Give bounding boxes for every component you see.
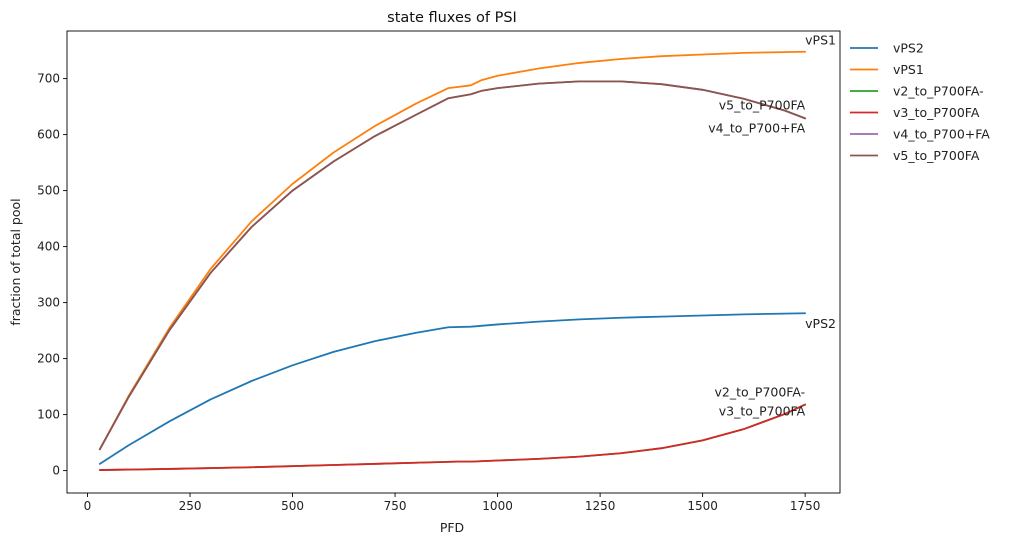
series-end-label: vPS2 [805, 316, 836, 331]
plot-frame [66, 30, 841, 494]
x-tick-label: 1500 [687, 499, 718, 513]
y-tick-label: 700 [37, 72, 60, 86]
series-line-1 [98, 50, 807, 451]
y-tick-label: 600 [37, 128, 60, 142]
x-axis-label: PFD [440, 520, 464, 535]
series-line-2 [98, 403, 807, 471]
x-tick-label: 500 [281, 499, 304, 513]
series-line-3 [98, 403, 807, 471]
y-tick-label: 300 [37, 296, 60, 310]
legend-entry: v5_to_P700FA [893, 148, 980, 163]
legend-entry: v2_to_P700FA- [893, 84, 984, 99]
legend-entry: vPS1 [893, 62, 924, 77]
legend-entry: vPS2 [893, 41, 924, 56]
chart-title: state fluxes of PSI [387, 10, 517, 26]
x-tick-label: 0 [84, 499, 92, 513]
x-tick-label: 750 [384, 499, 407, 513]
y-tick-label: 500 [37, 184, 60, 198]
series-end-label: v4_to_P700+FA [708, 120, 805, 135]
plot-area: 0 250 500 750 1000 1250 1500 1750 0 100 200 300 400 5… [37, 30, 841, 513]
legend-entry: v3_to_P700FA [893, 105, 980, 120]
series-end-label: v3_to_P700FA [719, 404, 806, 419]
series-end-label: v5_to_P700FA [719, 97, 806, 112]
series-line-5 [98, 80, 807, 451]
x-tick-label: 1250 [585, 499, 616, 513]
series-line-0 [98, 312, 807, 465]
x-tick-label: 1000 [482, 499, 513, 513]
y-tick-label: 0 [52, 464, 60, 478]
y-axis-label: fraction of total pool [8, 198, 23, 325]
x-tick-label: 1750 [790, 499, 821, 513]
series-end-label: v2_to_P700FA- [715, 385, 806, 400]
x-tick-label: 250 [179, 499, 202, 513]
legend-entry: v4_to_P700+FA [893, 127, 990, 142]
y-tick-label: 100 [37, 408, 60, 422]
y-tick-label: 200 [37, 352, 60, 366]
series-line-4 [98, 80, 807, 451]
series-end-label: vPS1 [805, 33, 836, 48]
y-tick-label: 400 [37, 240, 60, 254]
legend: vPS2 vPS1 v2_to_P700FA-v3_to_P700FA v4_to_P… [850, 41, 990, 163]
